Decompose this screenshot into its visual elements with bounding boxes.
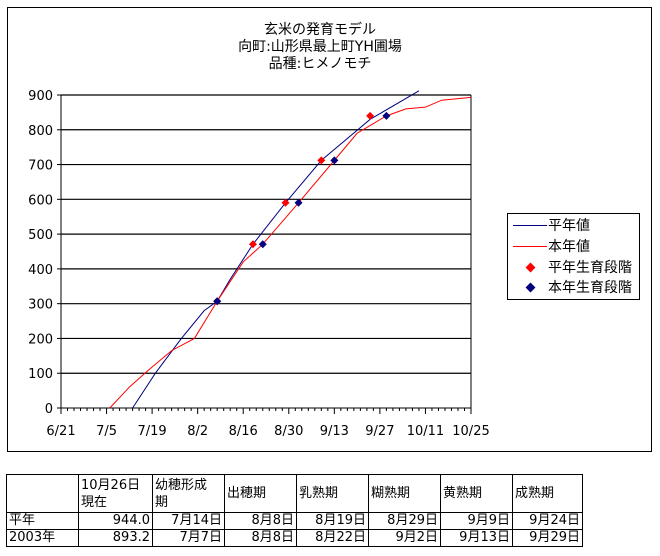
y-tick-label: 800	[28, 124, 53, 139]
x-tick-label: 9/13	[320, 424, 349, 439]
y-tick-label: 500	[28, 228, 53, 243]
data-point-2	[317, 156, 326, 165]
y-tick-label: 200	[28, 332, 53, 347]
legend-item-heinen-line: 平年値	[512, 215, 590, 235]
legend: 平年値 本年値 平年生育段階 本年生育段階	[507, 213, 640, 300]
series-line-1	[109, 96, 472, 409]
y-tick-label: 400	[28, 263, 53, 278]
x-tick-label: 8/30	[274, 424, 303, 439]
x-tick-label: 8/16	[229, 424, 258, 439]
x-tick-label: 9/27	[365, 424, 394, 439]
data-point-3	[382, 111, 391, 120]
x-tick-label: 7/5	[96, 424, 117, 439]
legend-item-honnen-stage: 本年生育段階	[512, 277, 632, 297]
x-tick-label: 10/11	[407, 424, 444, 439]
y-tick-label: 100	[28, 367, 53, 382]
chart-frame	[7, 7, 652, 452]
data-point-2	[366, 111, 375, 120]
y-tick-label: 600	[28, 193, 53, 208]
data-point-2	[281, 198, 290, 207]
data-point-2	[248, 240, 257, 249]
chart-title-line-2: 向町:山形県最上町YH圃場	[238, 39, 402, 55]
chart-title-line-3: 品種:ヒメノモチ	[268, 56, 372, 72]
legend-item-heinen-stage: 平年生育段階	[512, 257, 632, 277]
data-point-3	[330, 156, 339, 165]
chart: 0 100 200 300 400 500 600 700 800 900 6/21 7/5 7/19 8…	[28, 89, 490, 439]
data-point-3	[294, 198, 303, 207]
x-tick-label: 7/19	[138, 424, 167, 439]
series-line-0	[132, 90, 420, 409]
legend-item-honnen-line: 本年値	[512, 236, 590, 256]
chart-title-line-1: 玄米の発育モデル	[264, 22, 376, 38]
table-header-row: 10月26日 現在 幼穂形成 期 出穂期 乳熟期 糊熟期 黄熟期 成熟期	[6, 474, 583, 513]
y-tick-label: 900	[28, 89, 53, 104]
y-tick-label: 0	[45, 402, 53, 417]
data-point-3	[213, 297, 222, 306]
x-tick-label: 8/2	[187, 424, 208, 439]
x-tick-label: 10/25	[452, 424, 489, 439]
y-tick-label: 700	[28, 159, 53, 174]
table-row: 2003年 893.2 7月7日 8月8日 8月22日 9月2日 9月13日 9…	[6, 529, 583, 547]
table-row: 平年 944.0 7月14日 8月8日 8月19日 8月29日 9月9日 9月2…	[6, 512, 583, 530]
x-tick-label: 6/21	[46, 424, 75, 439]
data-point-3	[258, 240, 267, 249]
y-tick-label: 300	[28, 298, 53, 313]
stage-table: 10月26日 現在 幼穂形成 期 出穂期 乳熟期 糊熟期 黄熟期 成熟期 平年 …	[6, 474, 583, 547]
